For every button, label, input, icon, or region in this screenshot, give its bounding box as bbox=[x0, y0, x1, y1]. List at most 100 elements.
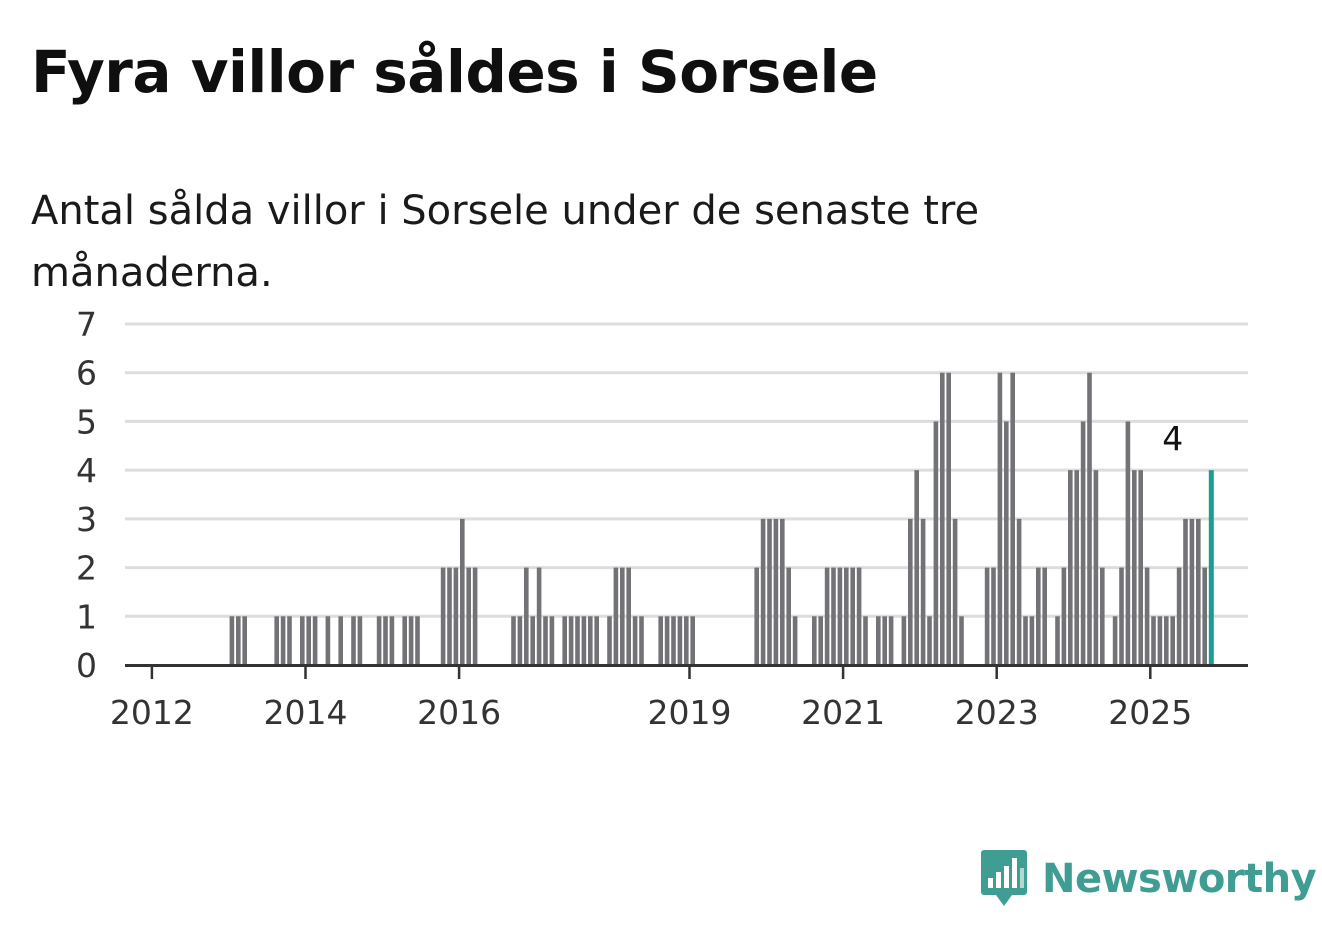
bar bbox=[946, 372, 951, 665]
bar bbox=[543, 616, 548, 665]
data-labels: 4 bbox=[1162, 419, 1183, 458]
bar bbox=[588, 616, 593, 665]
y-tick-label: 7 bbox=[76, 305, 97, 344]
bar bbox=[767, 518, 772, 665]
y-tick-label: 1 bbox=[76, 597, 97, 636]
bar bbox=[831, 567, 836, 665]
bar bbox=[1151, 616, 1156, 665]
bar bbox=[908, 518, 913, 665]
bar bbox=[1087, 372, 1092, 665]
bar bbox=[415, 616, 420, 665]
bar bbox=[236, 616, 241, 665]
bar bbox=[300, 616, 305, 665]
bar bbox=[786, 567, 791, 665]
data-label: 4 bbox=[1162, 419, 1183, 458]
bar bbox=[1068, 470, 1073, 665]
bar bbox=[1016, 518, 1022, 665]
bar bbox=[882, 616, 887, 665]
y-tick-label: 6 bbox=[76, 354, 97, 393]
bar bbox=[1157, 616, 1163, 665]
bar bbox=[1023, 616, 1028, 665]
bar bbox=[312, 616, 318, 665]
chart-title: Fyra villor såldes i Sorsele bbox=[31, 38, 878, 106]
bar bbox=[357, 616, 363, 665]
bar bbox=[1196, 518, 1201, 665]
bar bbox=[1080, 421, 1086, 665]
bar bbox=[780, 518, 785, 665]
bar bbox=[524, 567, 529, 665]
bar bbox=[408, 616, 414, 665]
bar bbox=[1183, 518, 1188, 665]
bar bbox=[613, 567, 619, 665]
bar bbox=[1074, 470, 1079, 665]
y-axis-ticks: 0 1 2 3 4 5 6 7 bbox=[76, 305, 97, 685]
bar bbox=[632, 616, 638, 665]
bar bbox=[536, 567, 542, 665]
bar bbox=[1100, 567, 1105, 665]
bar bbox=[684, 616, 689, 665]
bar bbox=[1144, 567, 1150, 665]
y-tick-label: 5 bbox=[76, 402, 97, 441]
bar bbox=[920, 518, 926, 665]
y-tick-label: 0 bbox=[76, 646, 97, 685]
bar bbox=[511, 616, 516, 665]
bar bbox=[1138, 470, 1143, 665]
brand-logo[interactable]: Newsworthy bbox=[980, 848, 1317, 910]
bar bbox=[1125, 421, 1131, 665]
x-axis-ticks: 2012 2014 2016 2019 2021 2023 2025 bbox=[110, 665, 1192, 732]
bar bbox=[1202, 567, 1207, 665]
bar bbox=[837, 567, 843, 665]
bar bbox=[818, 616, 823, 665]
bar bbox=[1189, 518, 1195, 665]
bar bbox=[792, 616, 798, 665]
bar bbox=[671, 616, 676, 665]
bar bbox=[1004, 421, 1009, 665]
bar bbox=[1176, 567, 1182, 665]
bar bbox=[690, 616, 695, 665]
chart-subtitle: Antal sålda villor i Sorsele under de se… bbox=[31, 188, 980, 296]
bar bbox=[658, 616, 663, 665]
bar bbox=[1036, 567, 1041, 665]
bar bbox=[1170, 616, 1175, 665]
y-tick-label: 3 bbox=[76, 500, 97, 539]
brand-name: Newsworthy bbox=[1042, 856, 1317, 902]
bar bbox=[1112, 616, 1118, 665]
bar bbox=[472, 567, 478, 665]
x-tick-label: 2019 bbox=[648, 693, 732, 732]
bar bbox=[1132, 470, 1137, 665]
bar bbox=[1010, 372, 1015, 665]
bar bbox=[1042, 567, 1047, 665]
x-tick-label: 2021 bbox=[801, 693, 885, 732]
bar bbox=[389, 616, 395, 665]
bar bbox=[383, 616, 388, 665]
x-tick-label: 2023 bbox=[955, 693, 1039, 732]
bar bbox=[1029, 616, 1035, 665]
bar bbox=[773, 518, 779, 665]
bar bbox=[952, 518, 958, 665]
bar bbox=[549, 616, 555, 665]
bar bbox=[325, 616, 331, 665]
bar bbox=[754, 567, 759, 665]
bar bbox=[850, 567, 855, 665]
bar bbox=[453, 567, 459, 665]
bar bbox=[677, 616, 683, 665]
bar bbox=[760, 518, 766, 665]
bar bbox=[562, 616, 567, 665]
bar bbox=[927, 616, 932, 665]
bar bbox=[287, 616, 292, 665]
bar bbox=[338, 616, 343, 665]
bar bbox=[626, 567, 631, 665]
bar bbox=[440, 567, 446, 665]
bar bbox=[991, 567, 996, 665]
bar bbox=[607, 616, 612, 665]
bar bbox=[863, 616, 868, 665]
bar bbox=[888, 616, 894, 665]
bar bbox=[568, 616, 574, 665]
bar bbox=[517, 616, 523, 665]
bar bbox=[876, 616, 881, 665]
bar bbox=[824, 567, 830, 665]
bar bbox=[581, 616, 587, 665]
bar bbox=[812, 616, 817, 665]
bar bbox=[1061, 567, 1067, 665]
bar bbox=[620, 567, 625, 665]
